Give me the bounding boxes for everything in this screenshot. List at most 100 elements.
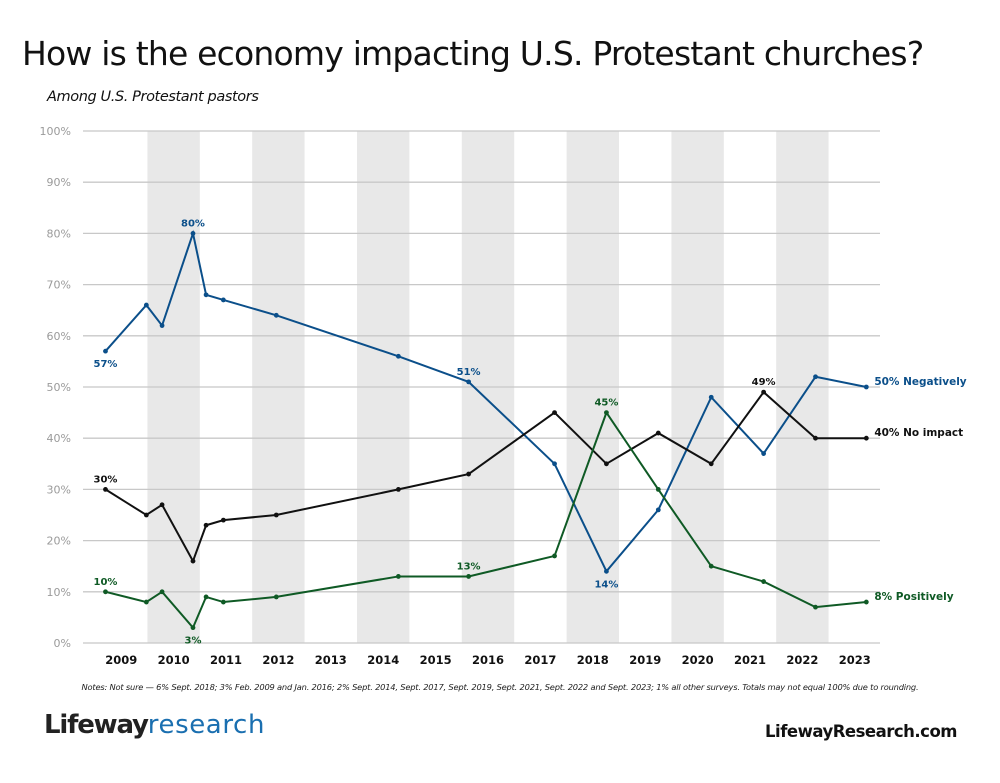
- series-end-label-no-impact: 40% No impact: [874, 427, 963, 439]
- data-label-negatively: 80%: [181, 218, 205, 229]
- data-point-negatively: [708, 394, 714, 400]
- y-tick-label: 80%: [47, 227, 71, 240]
- x-tick-label: 2021: [734, 653, 766, 667]
- y-tick-label: 0%: [54, 637, 71, 650]
- y-tick-label: 30%: [47, 483, 71, 496]
- x-tick-label: 2009: [105, 653, 137, 667]
- data-point-negatively: [190, 231, 196, 236]
- data-point-positively: [708, 563, 714, 569]
- x-tick-label: 2011: [210, 653, 242, 667]
- x-tick-label: 2012: [262, 653, 294, 667]
- data-point-negatively: [203, 292, 209, 298]
- y-tick-label: 50%: [47, 381, 71, 394]
- data-point-positively: [466, 574, 472, 579]
- x-tick-label: 2018: [577, 653, 609, 667]
- x-tick-label: 2022: [786, 653, 818, 667]
- data-point-no-impact: [813, 435, 818, 441]
- data-point-negatively: [761, 451, 767, 456]
- series-line-negatively: [104, 229, 867, 574]
- y-tick-label: 20%: [47, 535, 71, 548]
- data-point-negatively: [103, 348, 108, 354]
- x-axis: 2009 2010 2011 2012 2013 2014 2015 2016 2017 2018…: [105, 653, 871, 667]
- chart-notes: Notes: Not sure — 6% Sept. 2018; 3% Feb.…: [81, 682, 919, 692]
- series-line-positively: [105, 410, 867, 630]
- x-tick-label: 2023: [839, 653, 871, 667]
- x-tick-label: 2016: [472, 653, 504, 667]
- y-axis: 0% 10% 20% 30% 40% 50% 60% 70% 80% 90% 100%: [40, 125, 71, 650]
- data-point-no-impact: [143, 512, 149, 518]
- logo-lifeway: Lifeway: [44, 710, 149, 740]
- data-label-positively: 45%: [594, 398, 618, 409]
- y-tick-label: 90%: [47, 176, 71, 189]
- data-point-positively: [863, 599, 869, 605]
- data-point-no-impact: [273, 512, 279, 518]
- data-label-positively: 3%: [184, 636, 201, 647]
- x-tick-label: 2017: [524, 653, 556, 667]
- data-point-no-impact: [761, 389, 767, 395]
- data-point-no-impact: [466, 471, 472, 477]
- x-tick-label: 2010: [158, 653, 190, 667]
- data-label-positively: 13%: [457, 561, 481, 572]
- data-point-negatively: [466, 379, 472, 385]
- series-end-label-positively: 8% Positively: [874, 591, 953, 603]
- y-tick-label: 40%: [47, 432, 71, 445]
- data-point-no-impact: [190, 558, 196, 564]
- data-point-no-impact: [220, 517, 226, 523]
- y-tick-label: 70%: [47, 279, 71, 292]
- y-tick-label: 100%: [40, 125, 71, 138]
- data-point-no-impact: [159, 502, 165, 508]
- y-tick-label: 10%: [47, 586, 71, 599]
- data-point-positively: [203, 594, 209, 600]
- data-point-no-impact: [203, 522, 209, 528]
- data-point-positively: [604, 410, 609, 415]
- data-point-positively: [655, 487, 661, 492]
- data-point-positively: [813, 604, 818, 610]
- data-point-no-impact: [552, 410, 557, 415]
- data-point-negatively: [604, 568, 609, 574]
- data-point-negatively: [863, 384, 869, 390]
- data-point-negatively: [552, 461, 557, 467]
- data-labels: 57% 80% 51% 14% 50% Negatively 30% 49% 40% No i…: [94, 218, 967, 646]
- lifeway-research-logo: Lifewayresearch: [44, 710, 265, 740]
- website-link[interactable]: LifewayResearch.com: [765, 722, 957, 741]
- data-label-no-impact: 30%: [94, 474, 118, 485]
- data-label-positively: 10%: [94, 577, 118, 588]
- data-point-positively: [190, 625, 196, 631]
- data-point-no-impact: [863, 435, 869, 441]
- data-point-positively: [552, 553, 557, 559]
- series-end-label-negatively: 50% Negatively: [874, 376, 966, 388]
- data-point-no-impact: [655, 430, 661, 436]
- data-point-no-impact: [395, 487, 401, 492]
- x-tick-label: 2013: [315, 653, 347, 667]
- x-tick-label: 2015: [420, 653, 452, 667]
- data-label-negatively: 14%: [594, 579, 618, 590]
- x-tick-label: 2019: [629, 653, 661, 667]
- data-point-negatively: [273, 312, 279, 318]
- data-point-negatively: [813, 374, 818, 380]
- data-point-no-impact: [604, 461, 609, 467]
- gridlines: [83, 130, 880, 644]
- data-point-positively: [395, 574, 401, 579]
- chart-title: How is the economy impacting U.S. Protes…: [22, 34, 924, 73]
- x-tick-label: 2014: [367, 653, 399, 667]
- data-point-positively: [761, 579, 767, 584]
- data-label-no-impact: 49%: [752, 377, 776, 388]
- chart-subtitle: Among U.S. Protestant pastors: [47, 89, 259, 105]
- data-point-positively: [103, 589, 108, 595]
- data-label-negatively: 51%: [457, 367, 481, 378]
- data-point-negatively: [395, 353, 401, 359]
- data-point-no-impact: [708, 461, 714, 467]
- series-lines: [103, 229, 869, 631]
- data-point-negatively: [220, 297, 226, 303]
- data-point-positively: [273, 594, 279, 600]
- logo-research: research: [147, 710, 266, 740]
- data-point-positively: [159, 589, 165, 595]
- data-point-negatively: [143, 302, 149, 308]
- x-tick-label: 2020: [682, 653, 714, 667]
- data-point-no-impact: [103, 487, 108, 492]
- data-point-negatively: [159, 323, 165, 328]
- data-point-negatively: [655, 507, 661, 513]
- data-point-positively: [220, 599, 226, 605]
- data-label-negatively: 57%: [94, 359, 118, 370]
